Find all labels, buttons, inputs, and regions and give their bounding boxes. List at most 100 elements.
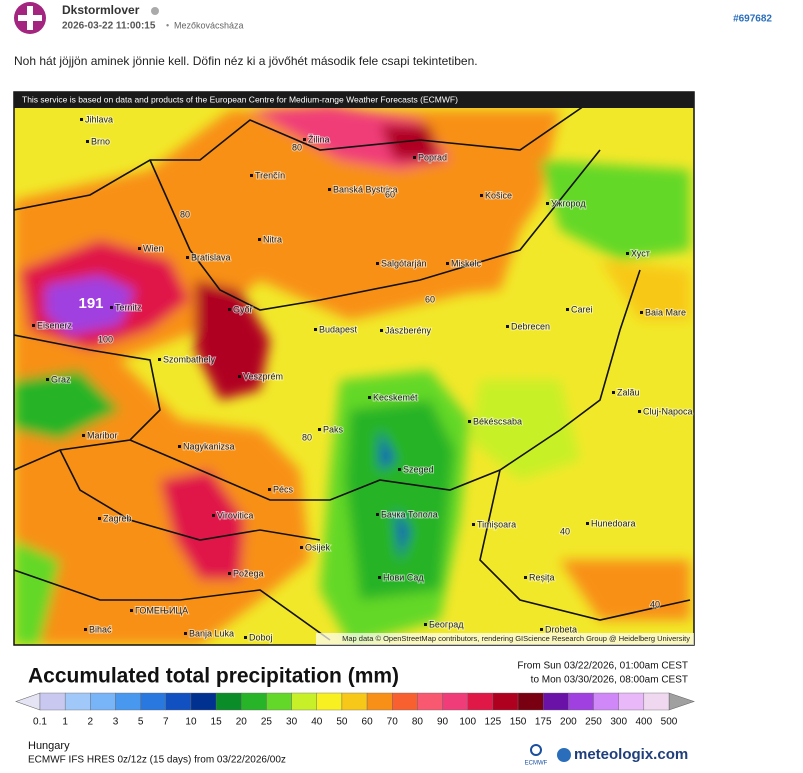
city-label: Szeged <box>403 464 434 474</box>
scale-label: 0.1 <box>33 717 47 728</box>
map-notice: This service is based on data and produc… <box>22 94 458 104</box>
scale-label: 90 <box>437 717 449 728</box>
scale-swatch <box>543 692 569 711</box>
city-dot <box>98 517 101 520</box>
scale-swatch <box>618 692 645 711</box>
city-dot <box>303 138 306 141</box>
city-dot <box>86 140 89 143</box>
city-label: Maribor <box>87 430 118 440</box>
map-attribution: Map data © OpenStreetMap contributors, r… <box>342 634 690 643</box>
scale-label: 400 <box>635 717 652 728</box>
city-label: Banja Luka <box>189 628 234 638</box>
city-dot <box>212 514 215 517</box>
legend-from: From Sun 03/22/2026, 01:00am CEST <box>517 661 688 672</box>
scale-label: 50 <box>336 717 348 728</box>
scale-label: 7 <box>163 717 169 728</box>
city-label: Carei <box>571 304 593 314</box>
city-dot <box>110 306 113 309</box>
city-dot <box>314 328 317 331</box>
city-dot <box>612 391 615 394</box>
city-dot <box>468 420 471 423</box>
scale-label: 5 <box>138 717 144 728</box>
city-label: Virovitica <box>217 510 253 520</box>
city-label: ГОМЕЊИЦА <box>135 605 188 615</box>
city-label: Szombathely <box>163 354 216 364</box>
scale-label: 100 <box>459 717 476 728</box>
contour-label: 80 <box>292 142 302 152</box>
scale-label: 3 <box>113 717 119 728</box>
city-dot <box>480 194 483 197</box>
legend-title: Accumulated total precipitation (mm) <box>28 665 399 688</box>
city-label: Нови Сад <box>383 572 424 582</box>
city-label: Hunedoara <box>591 518 636 528</box>
scale-swatch <box>215 692 242 711</box>
city-label: Paks <box>323 424 344 434</box>
city-label: Cluj-Napoca <box>643 406 693 416</box>
contour-label: 80 <box>302 432 312 442</box>
city-dot <box>138 247 141 250</box>
city-dot <box>566 308 569 311</box>
city-dot <box>82 434 85 437</box>
peak-value: 191 <box>78 295 103 312</box>
footer-model: ECMWF IFS HRES 0z/12z (15 days) from 03/… <box>28 755 286 766</box>
scale-label: 40 <box>311 717 323 728</box>
city-dot <box>84 628 87 631</box>
city-dot <box>228 308 231 311</box>
city-label: Veszprém <box>243 371 283 381</box>
city-label: Ternitz <box>115 302 142 312</box>
scale-swatch <box>115 692 141 711</box>
city-dot <box>506 325 509 328</box>
city-label: Nitra <box>263 234 282 244</box>
city-dot <box>184 632 187 635</box>
city-label: Poprad <box>418 152 447 162</box>
city-dot <box>378 576 381 579</box>
city-label: Békéscsaba <box>473 416 522 426</box>
status-dot <box>151 7 159 15</box>
scale-swatch <box>291 692 317 711</box>
city-label: Eisenerz <box>37 320 73 330</box>
scale-label: 10 <box>185 717 197 728</box>
map <box>14 92 694 645</box>
city-dot <box>413 156 416 159</box>
city-label: Бачка Топола <box>381 509 438 519</box>
author[interactable]: Dkstormlover <box>62 3 140 17</box>
city-dot <box>186 256 189 259</box>
scale-label: 125 <box>485 717 502 728</box>
city-dot <box>446 262 449 265</box>
scale-label: 25 <box>261 717 273 728</box>
contour-label: 80 <box>180 209 190 219</box>
city-label: Győr <box>233 304 253 314</box>
scale-swatch <box>417 692 443 711</box>
city-label: Reșița <box>529 572 555 582</box>
brand: meteologix.com <box>574 746 688 763</box>
scale-swatch <box>593 692 619 711</box>
city-label: Doboj <box>249 632 273 642</box>
scale-swatch <box>190 692 217 711</box>
city-label: Trenčín <box>255 170 285 180</box>
post-id[interactable]: #697682 <box>733 14 772 25</box>
city-dot <box>244 636 247 639</box>
city-label: Miskolc <box>451 258 482 268</box>
scale-swatch <box>266 692 292 711</box>
city-dot <box>424 623 427 626</box>
scale-label: 300 <box>610 717 627 728</box>
city-dot <box>626 252 629 255</box>
city-label: Wien <box>143 243 164 253</box>
scale-label: 20 <box>236 717 248 728</box>
city-dot <box>328 188 331 191</box>
city-label: Žilina <box>308 134 330 144</box>
scale-label: 1 <box>62 717 68 728</box>
contour-label: 100 <box>98 334 113 344</box>
scale-swatch <box>316 692 343 711</box>
scale-label: 15 <box>211 717 223 728</box>
post-body: Noh hát jöjjön aminek jönnie kell. Döfin… <box>14 54 478 68</box>
scale-swatch <box>140 692 166 711</box>
scale-swatch <box>643 692 670 711</box>
city-dot <box>318 428 321 431</box>
scale-swatch <box>467 692 494 711</box>
city-label: Budapest <box>319 324 358 334</box>
contour-label: 40 <box>560 526 570 536</box>
